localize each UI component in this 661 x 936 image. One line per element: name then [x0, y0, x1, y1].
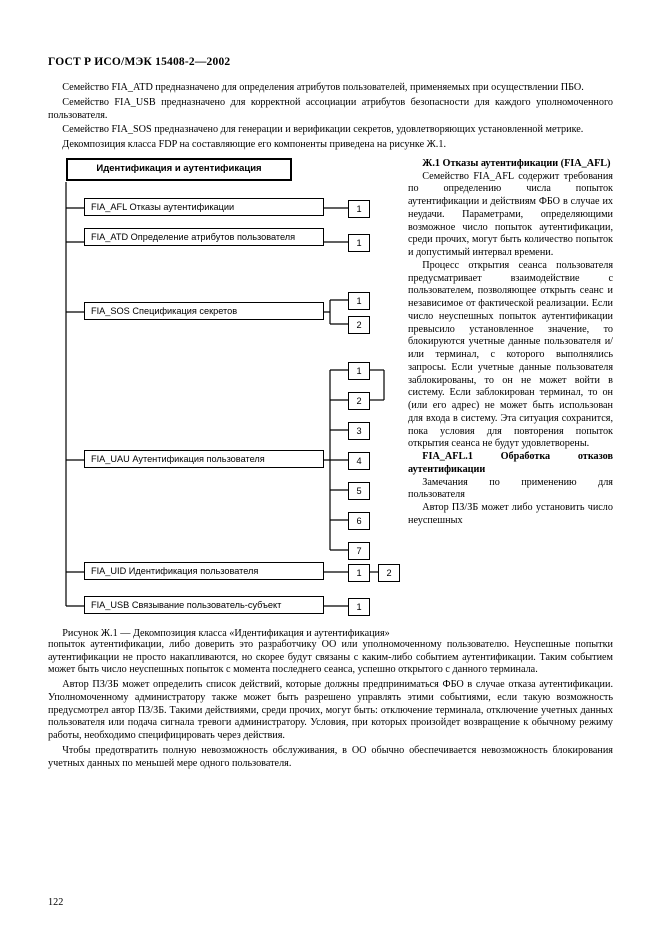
- diagram-header-box: Идентификация и аутентификация: [66, 158, 292, 181]
- intro-p2: Семейство FIA_USB предназначено для корр…: [48, 97, 613, 123]
- num-box: 6: [348, 512, 370, 530]
- body-paragraph: Чтобы предотвратить полную невозможность…: [48, 745, 613, 771]
- num-box: 1: [348, 200, 370, 218]
- intro-p1: Семейство FIA_ATD предназначено для опре…: [48, 82, 613, 95]
- num-box: 5: [348, 482, 370, 500]
- doc-header: ГОСТ Р ИСО/МЭК 15408-2—2002: [48, 56, 613, 68]
- intro-p4: Декомпозиция класса FDP на составляющие …: [48, 139, 613, 152]
- continuation-paragraph: попыток аутентификации, либо доверить эт…: [48, 639, 613, 677]
- num-box: 2: [348, 316, 370, 334]
- num-box: 2: [348, 392, 370, 410]
- num-box: 1: [348, 292, 370, 310]
- decomposition-diagram: Идентификация и аутентификация FIA_AFL О…: [48, 158, 398, 624]
- family-box-afl: FIA_AFL Отказы аутентификации: [84, 198, 324, 217]
- num-box: 1: [348, 564, 370, 582]
- num-box: 3: [348, 422, 370, 440]
- page: ГОСТ Р ИСО/МЭК 15408-2—2002 Семейство FI…: [0, 0, 661, 936]
- diagram-column: Идентификация и аутентификация FIA_AFL О…: [48, 158, 398, 639]
- section-title-afl1: FIA_AFL.1 Обработка отказов аутентификац…: [408, 451, 613, 477]
- two-column-block: Идентификация и аутентификация FIA_AFL О…: [48, 158, 613, 639]
- right-paragraph: Замечания по применению для пользователя: [408, 477, 613, 503]
- num-box: 4: [348, 452, 370, 470]
- family-box-usb: FIA_USB Связывание пользователь-субъект: [84, 596, 324, 615]
- family-box-atd: FIA_ATD Определение атрибутов пользовате…: [84, 228, 324, 247]
- family-box-sos: FIA_SOS Спецификация секретов: [84, 302, 324, 321]
- num-box: 1: [348, 598, 370, 616]
- section-title-afl: Ж.1 Отказы аутентификации (FIA_AFL): [408, 158, 613, 171]
- right-paragraph: Процесс открытия сеанса пользователя пре…: [408, 260, 613, 451]
- num-box: 1: [348, 362, 370, 380]
- family-box-uid: FIA_UID Идентификация пользователя: [84, 562, 324, 581]
- right-text-column: Ж.1 Отказы аутентификации (FIA_AFL) Семе…: [408, 158, 613, 639]
- num-box: 1: [348, 234, 370, 252]
- family-box-uau: FIA_UAU Аутентификация пользователя: [84, 450, 324, 469]
- intro-p3: Семейство FIA_SOS предназначено для гене…: [48, 124, 613, 137]
- num-box: 2: [378, 564, 400, 582]
- right-paragraph: Семейство FIA_AFL содержит требования по…: [408, 171, 613, 260]
- page-number: 122: [48, 897, 63, 908]
- body-paragraph: Автор ПЗ/ЗБ может определить список дейс…: [48, 679, 613, 743]
- figure-caption: Рисунок Ж.1 — Декомпозиция класса «Идент…: [48, 628, 398, 639]
- right-paragraph: Автор ПЗ/ЗБ может либо установить число …: [408, 502, 613, 528]
- num-box: 7: [348, 542, 370, 560]
